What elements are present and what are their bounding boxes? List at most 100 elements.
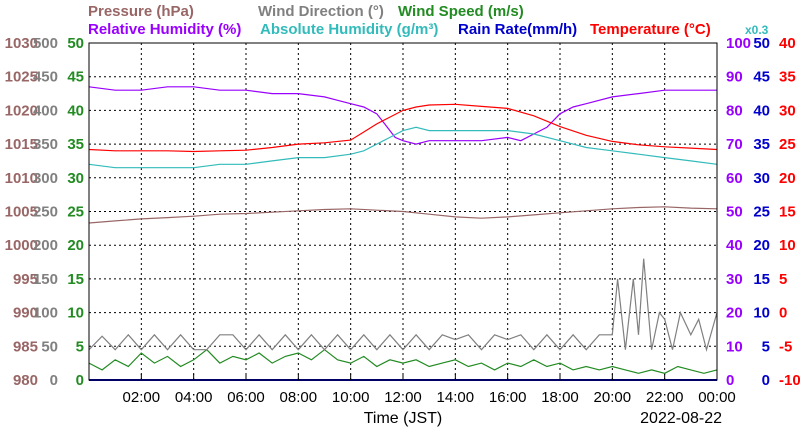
tick-temp: -5 (779, 338, 792, 355)
legend-ah: Absolute Humidity (g/m³) (260, 21, 438, 38)
tick-rain: 30 (753, 170, 770, 187)
tick-temp: 40 (779, 35, 796, 52)
tick-temp: 25 (779, 136, 796, 153)
tick-pressure: 995 (13, 271, 38, 288)
tick-temp: 5 (779, 271, 787, 288)
tick-pressure: 1000 (5, 237, 38, 254)
tick-pressure: 1030 (5, 35, 38, 52)
tick-temp: 10 (779, 237, 796, 254)
tick-pressure: 1005 (5, 204, 38, 221)
tick-rain: 25 (753, 204, 770, 221)
x-tick-label: 12:00 (384, 389, 422, 406)
tick-wind-speed: 20 (67, 237, 84, 254)
x-tick-label: 16:00 (489, 389, 527, 406)
series-temp (88, 103, 718, 153)
tick-rh: 100 (726, 35, 751, 52)
tick-rain: 45 (753, 69, 770, 86)
x-tick-label: 02:00 (123, 389, 161, 406)
tick-temp: 15 (779, 204, 796, 221)
tick-wind-speed: 50 (67, 35, 84, 52)
series-ah (88, 126, 718, 169)
legend-wind-speed: Wind Speed (m/s) (398, 3, 524, 20)
legend-pressure: Pressure (hPa) (88, 3, 194, 20)
tick-rh: 50 (726, 204, 743, 221)
tick-rh: 30 (726, 271, 743, 288)
x-tick-label: 20:00 (594, 389, 632, 406)
tick-temp: 0 (779, 305, 787, 322)
tick-rh: 10 (726, 338, 743, 355)
tick-temp: 20 (779, 170, 796, 187)
x-tick-label: 10:00 (332, 389, 370, 406)
tick-wind-speed: 15 (67, 271, 84, 288)
tick-wind-speed: 45 (67, 69, 84, 86)
tick-rain: 0 (762, 372, 770, 389)
tick-temp: -10 (779, 372, 800, 389)
series-rh (88, 86, 717, 145)
series-wind-speed (88, 348, 718, 374)
x-tick-label: 06:00 (227, 389, 265, 406)
tick-temp: 30 (779, 102, 796, 119)
tick-wind-dir: 200 (33, 237, 58, 254)
tick-rh: 0 (726, 372, 734, 389)
tick-rh: 60 (726, 170, 743, 187)
tick-wind-speed: 5 (76, 338, 84, 355)
tick-wind-speed: 0 (76, 372, 84, 389)
tick-wind-speed: 40 (67, 102, 84, 119)
tick-rain: 35 (753, 136, 770, 153)
x-tick-label: 00:00 (698, 389, 736, 406)
tick-wind-speed: 25 (67, 204, 84, 221)
tick-wind-dir: 250 (33, 204, 58, 221)
tick-rh: 40 (726, 237, 743, 254)
tick-wind-dir: 450 (33, 69, 58, 86)
tick-wind-dir: 0 (50, 372, 58, 389)
tick-pressure: 985 (13, 338, 38, 355)
x-tick-label: 08:00 (280, 389, 318, 406)
tick-rain: 10 (753, 305, 770, 322)
tick-wind-speed: 10 (67, 305, 84, 322)
tick-rain: 5 (762, 338, 770, 355)
legend-rain: Rain Rate(mm/h) (458, 21, 577, 38)
tick-rain: 15 (753, 271, 770, 288)
legend-wind-dir: Wind Direction (°) (258, 3, 384, 20)
tick-pressure: 1020 (5, 102, 38, 119)
tick-wind-dir: 100 (33, 305, 58, 322)
grid (89, 43, 717, 380)
x-tick-label: 14:00 (437, 389, 475, 406)
tick-temp: 35 (779, 69, 796, 86)
tick-pressure: 980 (13, 372, 38, 389)
legend-x03: x0.3 (745, 23, 769, 37)
tick-pressure: 1025 (5, 69, 38, 86)
tick-rain: 50 (753, 35, 770, 52)
tick-wind-dir: 350 (33, 136, 58, 153)
tick-wind-speed: 30 (67, 170, 84, 187)
tick-pressure: 990 (13, 305, 38, 322)
x-tick-label: 18:00 (541, 389, 579, 406)
tick-pressure: 1015 (5, 136, 38, 153)
date-label: 2022-08-22 (640, 410, 722, 427)
tick-wind-dir: 400 (33, 102, 58, 119)
tick-rh: 70 (726, 136, 743, 153)
tick-pressure: 1010 (5, 170, 38, 187)
series-pressure (88, 206, 718, 224)
x-tick-label: 04:00 (175, 389, 213, 406)
legend-rh: Relative Humidity (%) (88, 21, 241, 38)
tick-rain: 40 (753, 102, 770, 119)
tick-rh: 90 (726, 69, 743, 86)
tick-wind-dir: 150 (33, 271, 58, 288)
tick-wind-dir: 500 (33, 35, 58, 52)
series-wind-dir (88, 258, 718, 353)
tick-rh: 20 (726, 305, 743, 322)
tick-wind-speed: 35 (67, 136, 84, 153)
tick-rain: 20 (753, 237, 770, 254)
legend-temp: Temperature (°C) (590, 21, 711, 38)
legend: Pressure (hPa) Wind Direction (°) Wind Spe… (88, 3, 769, 38)
x-tick-label: 22:00 (646, 389, 684, 406)
tick-wind-dir: 300 (33, 170, 58, 187)
tick-rh: 80 (726, 102, 743, 119)
tick-wind-dir: 50 (41, 338, 58, 355)
x-tick-labels: 02:00 04:00 06:00 08:00 10:00 12:00 14:00 16:00… (123, 374, 736, 406)
x-axis-label: Time (JST) (364, 410, 443, 427)
axes: 1030102510201015101010051000995990985980… (5, 35, 800, 389)
